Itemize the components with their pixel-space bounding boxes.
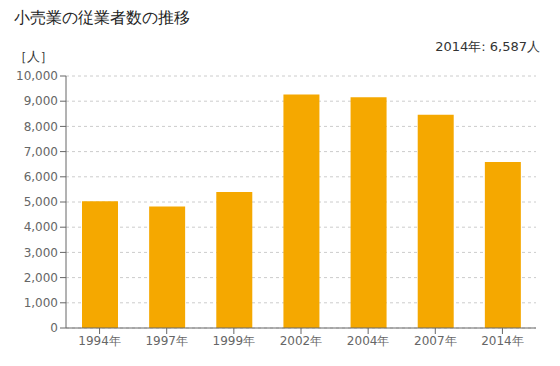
svg-text:9,000: 9,000 (24, 94, 58, 108)
svg-text:8,000: 8,000 (24, 120, 58, 134)
svg-text:2014年: 2014年 (481, 334, 524, 348)
svg-text:5,000: 5,000 (24, 195, 58, 209)
svg-text:1999年: 1999年 (213, 334, 256, 348)
svg-text:2004年: 2004年 (347, 334, 390, 348)
svg-text:7,000: 7,000 (24, 145, 58, 159)
svg-text:4,000: 4,000 (24, 220, 58, 234)
svg-text:2002年: 2002年 (280, 334, 323, 348)
svg-text:10,000: 10,000 (16, 69, 58, 83)
svg-text:1997年: 1997年 (145, 334, 188, 348)
svg-text:0: 0 (50, 321, 58, 335)
svg-text:2,000: 2,000 (24, 271, 58, 285)
html-text:［人］: ［人］ (14, 49, 53, 64)
svg-text:6,000: 6,000 (24, 170, 58, 184)
svg-text:1,000: 1,000 (24, 296, 58, 310)
svg-text:2007年: 2007年 (414, 334, 457, 348)
html-text:2014年: 6,587人: 2014年: 6,587人 (435, 39, 540, 54)
svg-text:3,000: 3,000 (24, 246, 58, 260)
html-text:小売業の従業者数の推移: 小売業の従業者数の推移 (14, 8, 190, 27)
svg-text:1994年: 1994年 (78, 334, 121, 348)
